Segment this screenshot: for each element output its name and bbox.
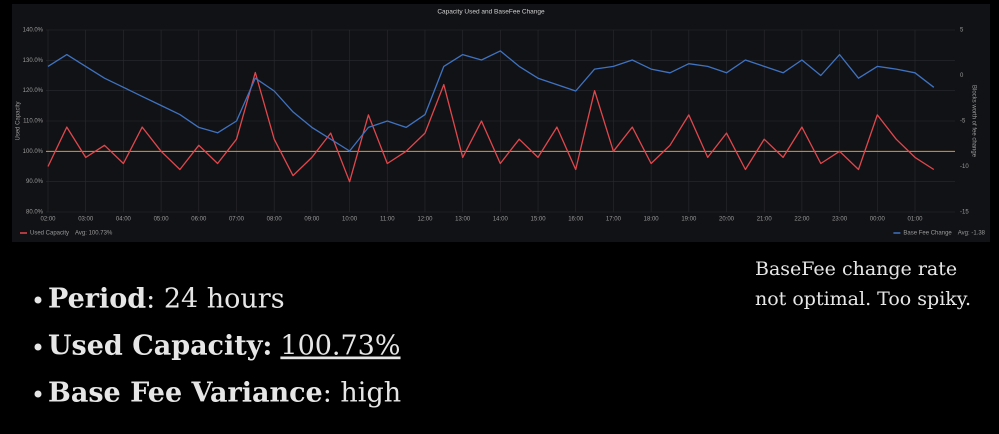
bullet-dot — [34, 343, 42, 351]
bullet-dot — [34, 390, 42, 398]
x-tick-label: 13:00 — [455, 217, 471, 223]
bullet-value: : 24 hours — [146, 284, 284, 315]
legend-avg: Avg: 100.73% — [75, 231, 113, 237]
x-tick-label: 19:00 — [681, 217, 697, 223]
legend-label: Used Capacity — [30, 231, 69, 237]
x-tick-label: 05:00 — [154, 217, 170, 223]
y2-tick-label: -15 — [960, 210, 969, 216]
x-tick-label: 09:00 — [304, 217, 320, 223]
x-tick-label: 10:00 — [342, 217, 358, 223]
y2-tick-label: 0 — [960, 73, 964, 79]
x-tick-label: 23:00 — [832, 217, 848, 223]
series-line — [47, 71, 935, 183]
y-tick-label: 140.0% — [23, 28, 44, 34]
note-line: not optimal. Too spiky. — [755, 288, 971, 310]
y2-tick-label: -10 — [960, 164, 969, 170]
bullet-dot — [34, 296, 42, 304]
x-tick-label: 12:00 — [417, 217, 433, 223]
x-tick-label: 20:00 — [719, 217, 735, 223]
y-tick-label: 90.0% — [26, 179, 44, 185]
legend-label: Base Fee Change — [903, 231, 952, 237]
x-tick-label: 01:00 — [907, 217, 923, 223]
x-tick-label: 07:00 — [229, 217, 245, 223]
x-tick-label: 22:00 — [794, 217, 810, 223]
chart-title: Capacity Used and BaseFee Change — [437, 9, 545, 16]
y2-axis-label: Blocks worth of fee change — [970, 85, 976, 158]
bullet-key: Period — [48, 284, 146, 315]
note-line: BaseFee change rate — [755, 258, 957, 280]
x-tick-label: 14:00 — [493, 217, 509, 223]
legend-avg: Avg: -1.38 — [958, 231, 986, 237]
x-tick-label: 08:00 — [267, 217, 283, 223]
y-tick-label: 110.0% — [23, 119, 44, 125]
x-tick-label: 02:00 — [40, 217, 56, 223]
x-tick-label: 03:00 — [78, 217, 94, 223]
x-tick-label: 06:00 — [191, 217, 207, 223]
x-tick-label: 04:00 — [116, 217, 132, 223]
x-tick-label: 21:00 — [757, 217, 773, 223]
bullet-value: : high — [323, 378, 401, 409]
y-axis-label: Used Capacity — [16, 101, 22, 140]
series-line — [47, 50, 935, 152]
panel — [12, 4, 990, 242]
x-tick-label: 11:00 — [380, 217, 395, 223]
bullet-key: Used Capacity: — [48, 331, 272, 362]
x-tick-label: 00:00 — [870, 217, 886, 223]
y2-tick-label: 5 — [960, 28, 964, 34]
y-tick-label: 100.0% — [23, 149, 44, 155]
y-tick-label: 130.0% — [23, 58, 44, 64]
bullets: Period: 24 hours Used Capacity: 100.73% Bas… — [34, 284, 401, 409]
x-tick-label: 16:00 — [568, 217, 584, 223]
bullet-key: Base Fee Variance — [48, 378, 323, 409]
x-tick-label: 15:00 — [531, 217, 547, 223]
x-tick-label: 18:00 — [644, 217, 660, 223]
bullet-value: 100.73% — [280, 331, 400, 362]
y-tick-label: 120.0% — [23, 88, 44, 94]
x-tick-label: 17:00 — [606, 217, 622, 223]
y2-tick-label: -5 — [960, 119, 966, 125]
y-tick-label: 80.0% — [26, 210, 44, 216]
